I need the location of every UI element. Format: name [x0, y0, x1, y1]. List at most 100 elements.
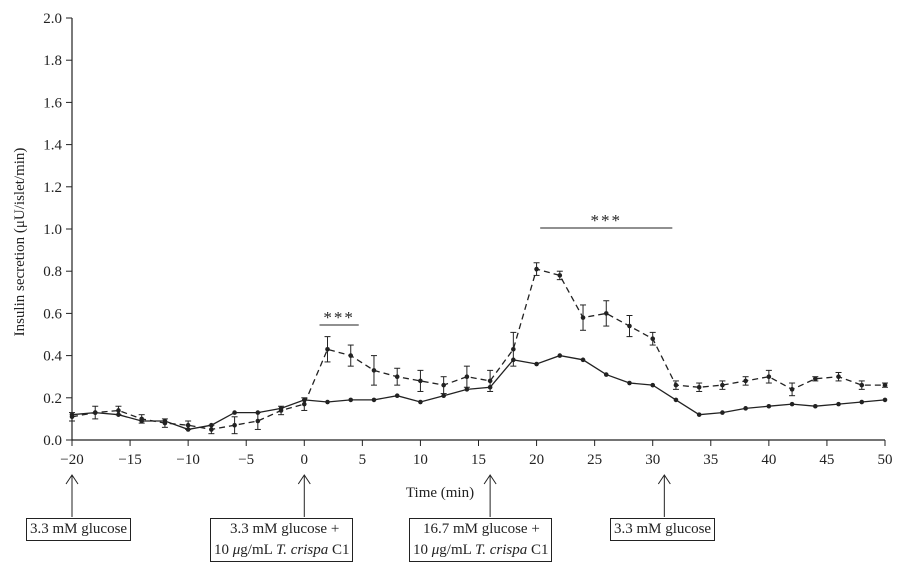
data-point [325, 399, 330, 405]
arrow-head [657, 474, 671, 485]
data-point [511, 346, 516, 352]
condition-box-3-line-2: 10 μg/mL T. crispa C1 [413, 542, 549, 558]
data-point [743, 378, 748, 384]
data-point [418, 378, 423, 384]
data-point [278, 408, 284, 413]
data-point [348, 353, 354, 358]
x-tick-label: 10 [413, 452, 428, 468]
y-tick-label: 1.2 [43, 180, 62, 196]
data-point [696, 412, 702, 417]
data-point [394, 374, 400, 380]
data-point [325, 346, 330, 352]
data-point [185, 422, 191, 428]
condition-box-4: 3.3 mM glucose [610, 518, 716, 541]
condition-box-2-line-1: 3.3 mM glucose + [230, 521, 340, 537]
x-tick-label: 35 [703, 452, 718, 468]
data-point [673, 397, 679, 403]
y-tick-label: 0.4 [43, 349, 62, 365]
data-point [766, 403, 772, 409]
data-point [255, 418, 261, 424]
data-point [882, 382, 888, 388]
x-tick-label: 40 [761, 452, 776, 468]
x-tick-label: −20 [60, 452, 83, 468]
series-line-2 [71, 268, 885, 431]
data-point [464, 374, 470, 380]
y-tick-label: 1.0 [43, 222, 62, 238]
data-point [69, 414, 75, 420]
data-point [371, 368, 377, 373]
data-point [580, 315, 586, 320]
y-tick-label: 0.6 [43, 306, 62, 322]
data-point [603, 372, 609, 377]
data-point [836, 374, 841, 380]
data-point [627, 380, 632, 386]
data-point [789, 387, 795, 392]
data-point [743, 406, 748, 411]
data-point [836, 401, 841, 407]
condition-box-3-line-1: 16.7 mM glucose + [423, 521, 540, 537]
arrow-head [483, 474, 497, 485]
x-tick-label: 45 [819, 452, 834, 468]
data-point [696, 384, 702, 390]
arrow-head [65, 474, 79, 485]
x-tick-label: 30 [645, 452, 660, 468]
x-axis-title: Time (min) [406, 485, 474, 501]
x-tick-label: 15 [471, 452, 486, 468]
data-point [813, 403, 818, 409]
data-point [116, 408, 121, 413]
condition-box-1-line-1: 3.3 mM glucose [30, 521, 128, 537]
data-point [720, 382, 725, 388]
data-point [650, 382, 656, 388]
series-layer [69, 262, 888, 435]
data-point [720, 410, 725, 415]
data-point [418, 399, 423, 405]
condition-box-4-line-1: 3.3 mM glucose [614, 521, 712, 537]
data-point [487, 378, 493, 384]
data-point [673, 382, 679, 388]
data-point [162, 420, 168, 426]
arrow-layer [65, 474, 671, 517]
data-point [882, 397, 888, 403]
data-point [859, 399, 865, 405]
series-line-1 [71, 354, 886, 431]
y-tick-label: 0.2 [43, 391, 62, 407]
data-point [92, 410, 98, 415]
data-point [441, 382, 446, 388]
y-tick-label: 0.0 [43, 433, 62, 449]
x-tick-label: 20 [529, 452, 544, 468]
data-point [139, 416, 144, 422]
data-point [348, 397, 354, 403]
data-point [464, 387, 470, 392]
y-axis-title: Insulin secretion (μU/islet/min) [12, 148, 28, 337]
data-point [627, 323, 632, 329]
data-point [580, 357, 586, 363]
y-tick-label: 0.8 [43, 264, 62, 280]
y-tick-label: 1.8 [43, 53, 62, 69]
significance-label: *** [323, 308, 355, 327]
data-point [301, 401, 307, 407]
condition-box-3: 16.7 mM glucose + 10 μg/mL T. crispa C1 [409, 518, 553, 562]
data-point [232, 410, 237, 415]
axes: 0.0 0.2 0.4 0.6 0.8 1.0 1.2 1.4 1.6 1.8 2.0 −20 −15 −… [43, 11, 892, 468]
x-tick-label: −10 [176, 452, 199, 468]
data-point [766, 374, 772, 380]
condition-box-2-line-2: 10 μg/mL T. crispa C1 [214, 542, 350, 558]
condition-box-2: 3.3 mM glucose + 10 μg/mL T. crispa C1 [210, 518, 354, 562]
data-point [557, 353, 563, 358]
data-point [557, 273, 563, 278]
data-point [650, 336, 656, 342]
significance-label: *** [591, 211, 623, 230]
y-tick-label: 2.0 [43, 11, 62, 27]
data-point [789, 401, 795, 407]
data-point [534, 361, 539, 367]
data-point [209, 427, 214, 432]
data-point [394, 393, 400, 398]
x-tick-label: −5 [238, 452, 254, 468]
x-tick-label: 0 [301, 452, 309, 468]
data-point [232, 422, 237, 428]
arrow-head [297, 474, 311, 485]
data-point [441, 393, 446, 398]
data-point [534, 266, 539, 272]
significance-layer: *** *** [319, 211, 673, 327]
